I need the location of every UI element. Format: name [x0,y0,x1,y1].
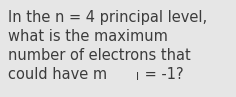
Text: In the n = 4 principal level,: In the n = 4 principal level, [8,10,207,25]
Text: l: l [136,72,139,83]
Text: could have m: could have m [8,67,107,82]
Text: = -1?: = -1? [140,67,183,82]
Text: number of electrons that: number of electrons that [8,48,191,63]
Text: what is the maximum: what is the maximum [8,29,168,44]
